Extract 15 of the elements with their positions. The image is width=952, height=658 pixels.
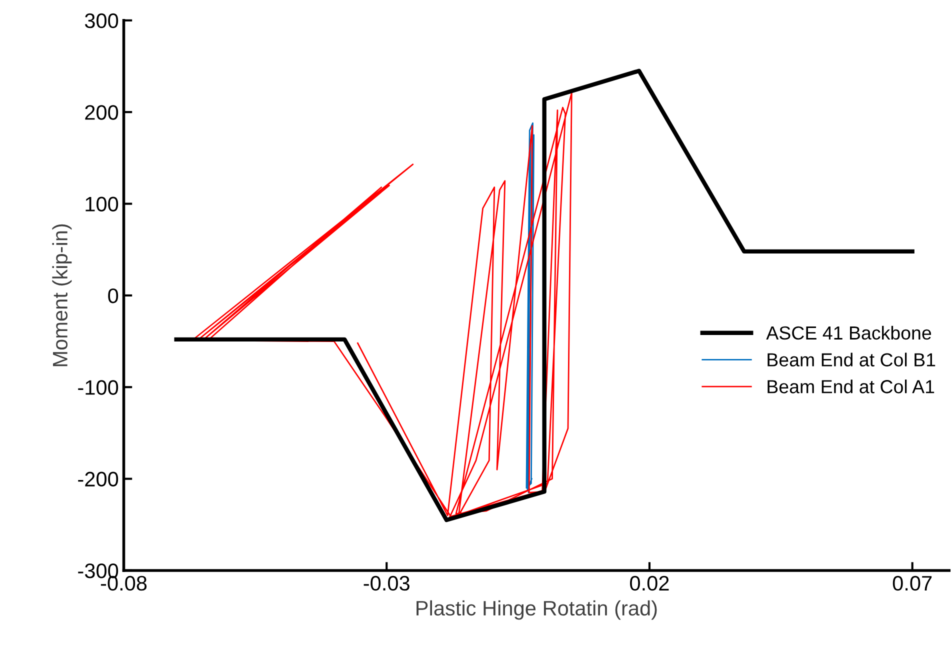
x-axis-title: Plastic Hinge Rotatin (rad) bbox=[416, 600, 657, 620]
y-tick-label: -100 bbox=[78, 380, 118, 395]
y-axis-title: Moment (kip-in) bbox=[52, 224, 72, 366]
y-tick-label: 0 bbox=[108, 288, 118, 304]
x-tick-label: 0.07 bbox=[892, 576, 932, 591]
y-tick-label: -200 bbox=[78, 472, 118, 487]
legend-label: Beam End at Col A1 bbox=[768, 380, 934, 394]
x-tick-label: -0.03 bbox=[364, 576, 410, 591]
x-tick-label: 0.02 bbox=[630, 576, 669, 591]
legend-label: ASCE 41 Backbone bbox=[766, 326, 932, 340]
y-tick-label: 200 bbox=[85, 105, 118, 120]
y-tick-label: 100 bbox=[86, 196, 118, 212]
legend-label: Beam End at Col B1 bbox=[768, 352, 936, 366]
y-tick-label: 300 bbox=[84, 13, 118, 28]
line-series bbox=[526, 122, 535, 494]
